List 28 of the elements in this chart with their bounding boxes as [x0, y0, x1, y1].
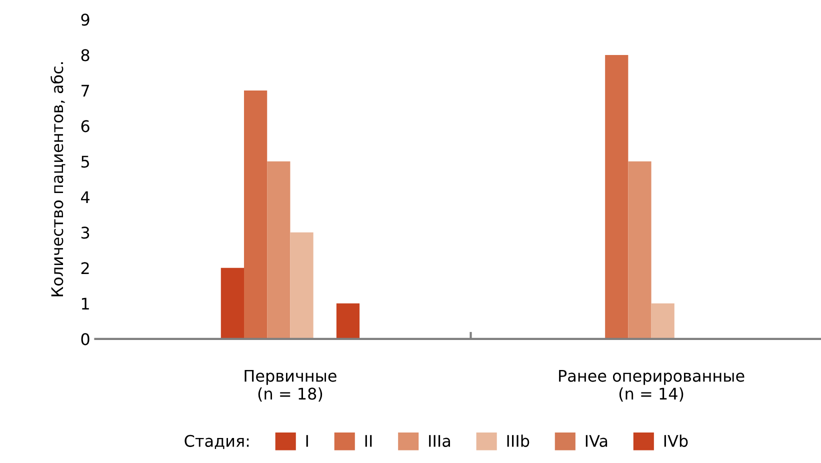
y-tick-label: 7	[82, 84, 90, 97]
bar	[290, 232, 314, 339]
y-axis-title: Количество пациентов, абс.	[50, 62, 66, 296]
x-tick-label: Ранее оперированные (n = 14)	[559, 370, 744, 402]
y-tick-label: 4	[80, 191, 90, 203]
bar	[628, 161, 652, 339]
legend-label: IIIb	[507, 434, 530, 447]
bar	[220, 268, 244, 339]
y-tick-label: 2	[81, 262, 89, 274]
legend-label: IVa	[586, 435, 608, 447]
bar	[605, 54, 628, 339]
legend-label: IVb	[664, 434, 688, 447]
bar	[244, 90, 268, 339]
y-tick-label: 9	[81, 14, 90, 26]
legend-label: I	[306, 435, 308, 447]
y-tick-label: 0	[81, 333, 90, 346]
bar	[267, 161, 290, 339]
bar	[336, 303, 360, 339]
x-tick-label: Первичные (n = 18)	[244, 370, 336, 402]
legend-label: II	[365, 435, 372, 447]
bar	[651, 303, 674, 339]
legend-title: Стадия:	[184, 434, 249, 449]
y-tick-label: 8	[81, 49, 90, 62]
legend-label: IIIa	[429, 435, 450, 447]
y-tick-label: 6	[81, 120, 90, 132]
y-tick-label: 5	[81, 156, 89, 168]
y-tick-label: 1	[82, 298, 89, 310]
y-tick-label: 3	[81, 226, 90, 239]
